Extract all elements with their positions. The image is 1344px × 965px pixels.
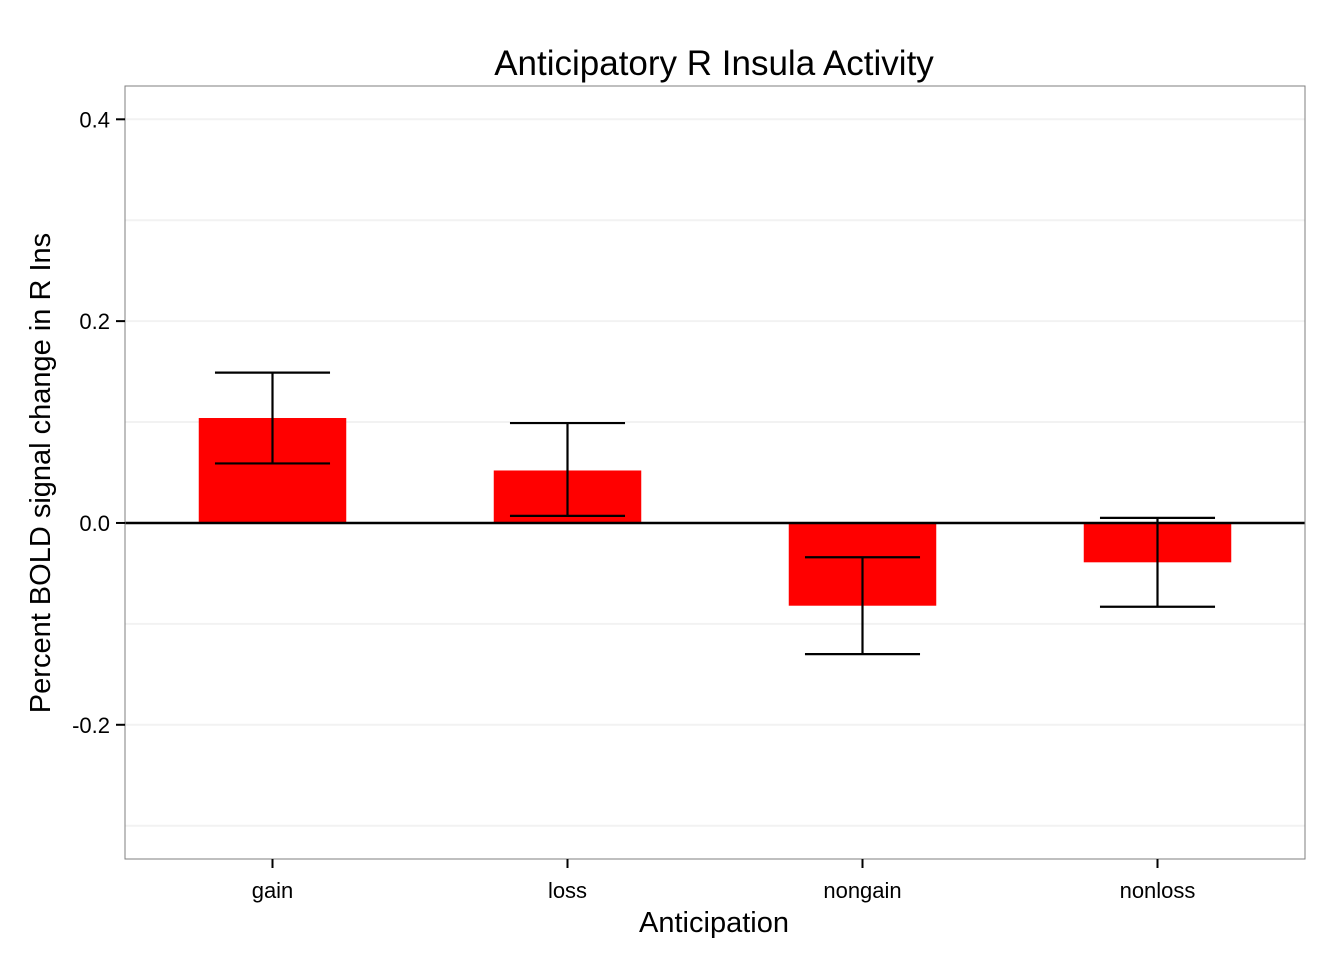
y-tick-label: 0.0 [79, 511, 110, 536]
y-tick-label: 0.4 [79, 107, 110, 132]
errorbar-gain [214, 371, 331, 465]
y-tick-label: 0.2 [79, 309, 110, 334]
chart-title: Anticipatory R Insula Activity [494, 44, 934, 83]
errorbar-loss [509, 421, 626, 517]
axis-layer: 0.4 0.2 0.0 -0.2 gain loss nongain nonloss [72, 107, 1195, 903]
x-axis-title: Anticipation [639, 907, 789, 939]
x-tick-label: nongain [823, 878, 901, 903]
errorbar-nonloss [1099, 516, 1216, 608]
y-axis-title: Percent BOLD signal change in R Ins [25, 233, 57, 713]
panel-border [124, 85, 1306, 860]
x-tick-label: gain [252, 878, 294, 903]
bar-layer [198, 418, 1232, 606]
y-tick-label: -0.2 [72, 713, 110, 738]
errorbar-layer [214, 371, 1216, 656]
x-tick-label: loss [548, 878, 587, 903]
errorbar-nongain [804, 556, 921, 656]
x-tick-label: nonloss [1120, 878, 1196, 903]
